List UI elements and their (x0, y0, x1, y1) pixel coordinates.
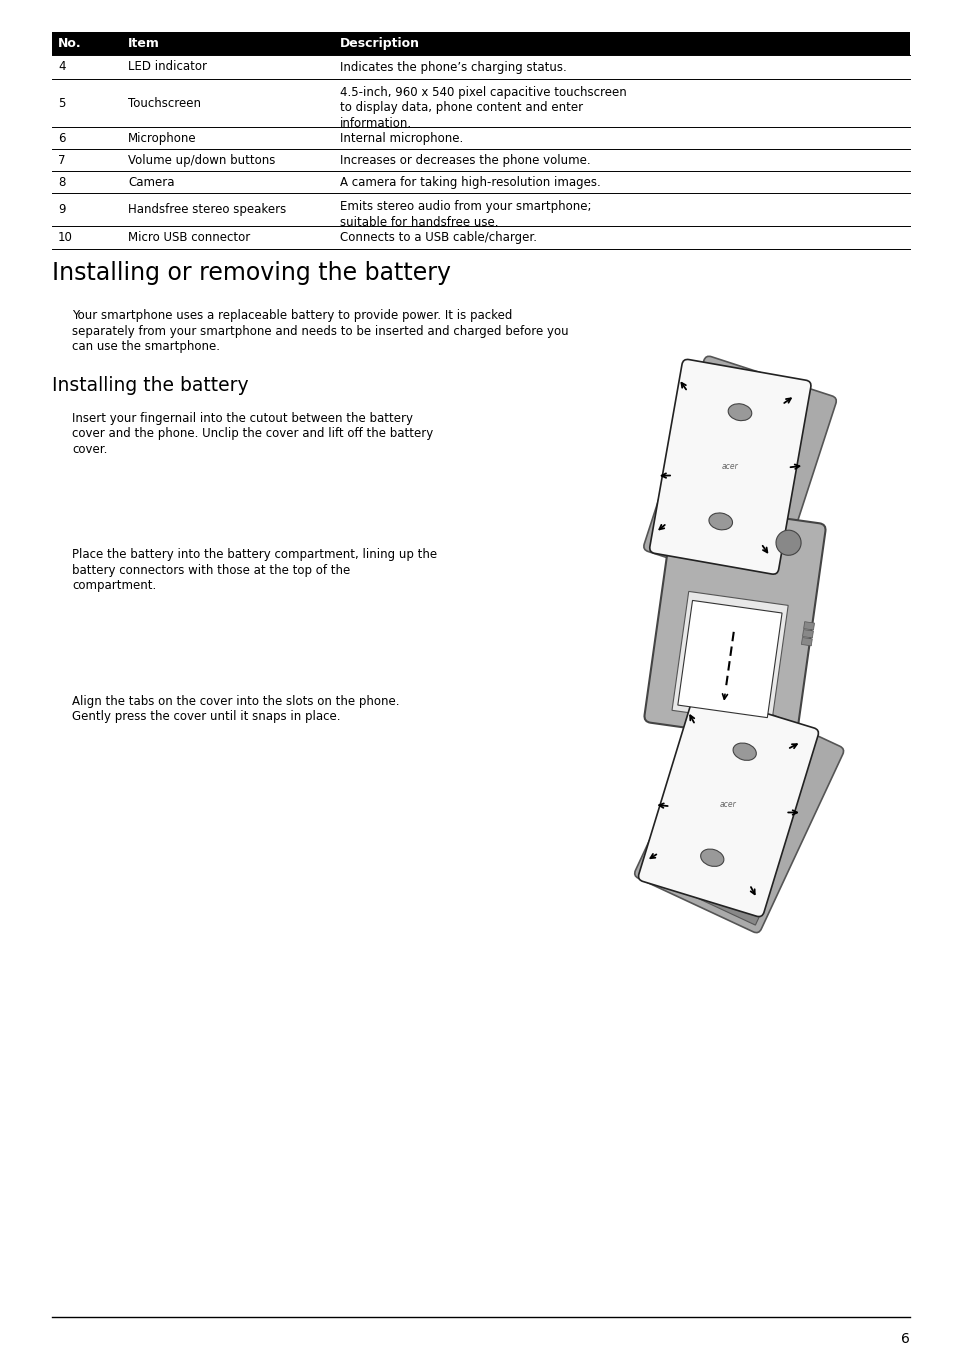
Ellipse shape (775, 530, 801, 556)
Bar (641, 852, 764, 925)
Text: Indicates the phone’s charging status.: Indicates the phone’s charging status. (339, 61, 566, 73)
Text: Connects to a USB cable/charger.: Connects to a USB cable/charger. (339, 231, 537, 243)
Text: 5: 5 (58, 96, 66, 110)
Bar (671, 591, 787, 725)
Text: cover.: cover. (71, 442, 108, 456)
Bar (801, 630, 813, 638)
Text: Item: Item (128, 37, 160, 50)
Text: Volume up/down buttons: Volume up/down buttons (128, 154, 275, 166)
Text: Installing the battery: Installing the battery (52, 376, 249, 395)
Ellipse shape (727, 404, 751, 420)
Text: No.: No. (58, 37, 82, 50)
Text: suitable for handsfree use.: suitable for handsfree use. (339, 215, 498, 228)
Ellipse shape (708, 512, 732, 530)
Text: Place the battery into the battery compartment, lining up the: Place the battery into the battery compa… (71, 548, 436, 561)
FancyBboxPatch shape (638, 692, 818, 917)
Text: 4.5-inch, 960 x 540 pixel capacitive touchscreen: 4.5-inch, 960 x 540 pixel capacitive tou… (339, 87, 626, 99)
Text: Installing or removing the battery: Installing or removing the battery (52, 261, 451, 285)
Text: Align the tabs on the cover into the slots on the phone.: Align the tabs on the cover into the slo… (71, 695, 399, 707)
Text: acer: acer (720, 800, 736, 810)
FancyBboxPatch shape (643, 357, 836, 591)
Text: Emits stereo audio from your smartphone;: Emits stereo audio from your smartphone; (339, 200, 591, 214)
Text: 9: 9 (58, 203, 66, 216)
Text: 6: 6 (901, 1332, 909, 1347)
Text: acer: acer (721, 462, 738, 472)
Text: Description: Description (339, 37, 419, 50)
Ellipse shape (700, 849, 723, 867)
Text: compartment.: compartment. (71, 579, 156, 592)
Ellipse shape (732, 744, 756, 760)
Text: information.: information. (339, 118, 412, 130)
Text: Gently press the cover until it snaps in place.: Gently press the cover until it snaps in… (71, 710, 340, 723)
Text: 7: 7 (58, 154, 66, 166)
Text: Micro USB connector: Micro USB connector (128, 231, 250, 243)
FancyBboxPatch shape (634, 692, 842, 933)
Text: 8: 8 (58, 176, 66, 188)
Text: Increases or decreases the phone volume.: Increases or decreases the phone volume. (339, 154, 590, 166)
FancyBboxPatch shape (649, 360, 810, 575)
Text: Handsfree stereo speakers: Handsfree stereo speakers (128, 203, 286, 216)
Text: Camera: Camera (128, 176, 174, 188)
Text: cover and the phone. Unclip the cover and lift off the battery: cover and the phone. Unclip the cover an… (71, 427, 433, 439)
Text: to display data, phone content and enter: to display data, phone content and enter (339, 101, 582, 115)
Bar (802, 622, 814, 630)
Text: Internal microphone.: Internal microphone. (339, 131, 463, 145)
Text: 6: 6 (58, 131, 66, 145)
Text: battery connectors with those at the top of the: battery connectors with those at the top… (71, 564, 350, 576)
Text: Microphone: Microphone (128, 131, 196, 145)
FancyBboxPatch shape (644, 504, 824, 742)
Text: can use the smartphone.: can use the smartphone. (71, 339, 220, 353)
Bar (651, 525, 776, 584)
Text: Insert your fingernail into the cutout between the battery: Insert your fingernail into the cutout b… (71, 411, 413, 425)
Text: separately from your smartphone and needs to be inserted and charged before you: separately from your smartphone and need… (71, 324, 568, 338)
Text: Your smartphone uses a replaceable battery to provide power. It is packed: Your smartphone uses a replaceable batte… (71, 310, 512, 322)
Text: A camera for taking high-resolution images.: A camera for taking high-resolution imag… (339, 176, 600, 188)
Text: LED indicator: LED indicator (128, 61, 207, 73)
Bar (52, 32, 909, 55)
Text: 4: 4 (58, 61, 66, 73)
Text: Touchscreen: Touchscreen (128, 96, 201, 110)
Bar (678, 600, 781, 718)
Bar (801, 638, 811, 646)
Text: 10: 10 (58, 231, 72, 243)
